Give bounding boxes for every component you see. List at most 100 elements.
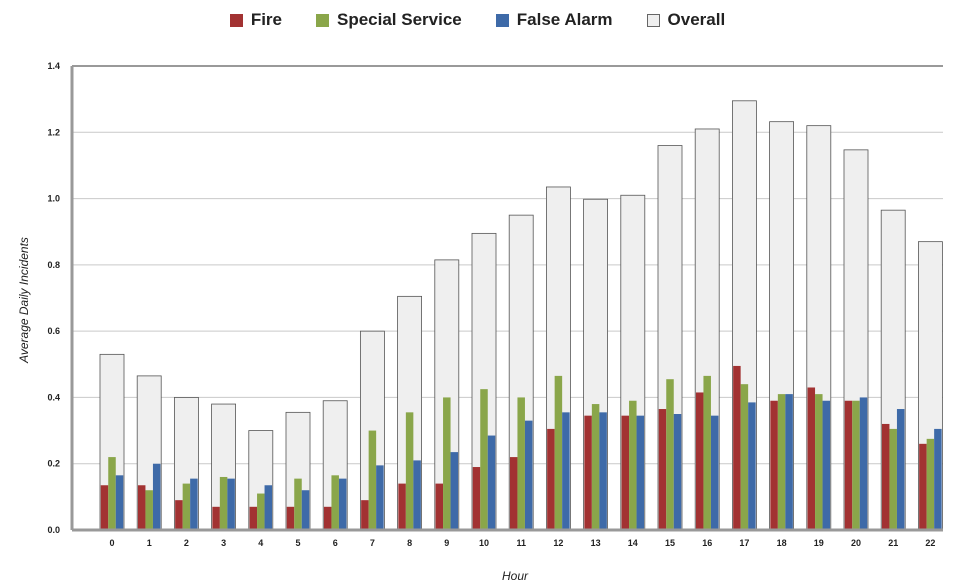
bar-false-alarm (264, 485, 273, 530)
y-tick-label: 1.2 (47, 127, 60, 137)
bar-false-alarm (859, 397, 868, 530)
x-tick-label: 15 (665, 538, 675, 548)
x-tick-label: 7 (370, 538, 375, 548)
y-tick-label: 0.6 (47, 326, 60, 336)
x-tick-label: 20 (851, 538, 861, 548)
bar-false-alarm (710, 415, 719, 530)
x-tick-label: 22 (925, 538, 935, 548)
x-tick-label: 8 (407, 538, 412, 548)
y-tick-label: 0.2 (47, 459, 60, 469)
bar-false-alarm (413, 460, 421, 530)
bar-false-alarm (896, 409, 905, 530)
bar-false-alarm (190, 478, 198, 530)
bar-fire (100, 485, 109, 530)
bar-fire (435, 483, 444, 530)
bar-special-service (108, 457, 116, 530)
bar-special-service (777, 394, 786, 530)
bar-fire (919, 443, 927, 530)
x-tick-label: 4 (258, 538, 263, 548)
bar-fire (137, 485, 146, 530)
x-tick-label: 2 (184, 538, 189, 548)
bar-special-service (517, 397, 525, 530)
legend: Fire Special Service False Alarm Overall (0, 7, 955, 33)
bar-false-alarm (227, 478, 235, 530)
bar-fire (547, 428, 555, 530)
bar-special-service (740, 384, 749, 530)
legend-label-false-alarm: False Alarm (516, 10, 613, 29)
bar-fire (323, 506, 332, 530)
x-tick-label: 13 (591, 538, 601, 548)
x-axis-title: Hour (502, 569, 529, 583)
legend-item-fire: Fire (229, 10, 282, 30)
legend-item-overall: Overall (646, 10, 725, 30)
x-tick-label: 0 (109, 538, 114, 548)
bar-fire (621, 415, 630, 530)
x-tick-label: 9 (444, 538, 449, 548)
legend-swatch-overall (646, 13, 660, 27)
bar-special-service (294, 478, 302, 530)
x-tick-label: 19 (814, 538, 824, 548)
bar-special-service (331, 475, 339, 530)
x-tick-label: 3 (221, 538, 226, 548)
bar-fire (584, 415, 592, 530)
bar-false-alarm (599, 412, 607, 530)
y-tick-label: 1.0 (47, 194, 60, 204)
bar-fire (509, 457, 518, 530)
bar-false-alarm (450, 452, 459, 530)
legend-item-false-alarm: False Alarm (495, 10, 613, 30)
y-tick-label: 0.0 (47, 525, 60, 535)
bar-fire (286, 506, 295, 530)
bar-special-service (629, 400, 637, 530)
x-tick-label: 18 (777, 538, 787, 548)
bar-special-service (182, 483, 191, 530)
bar-fire (212, 506, 220, 530)
y-tick-label: 0.4 (47, 392, 60, 402)
x-tick-label: 16 (702, 538, 712, 548)
x-tick-label: 12 (553, 538, 563, 548)
bar-fire (881, 423, 890, 530)
bar-false-alarm (487, 435, 496, 530)
x-tick-label: 1 (147, 538, 152, 548)
bar-fire (472, 467, 481, 530)
bar-false-alarm (301, 490, 310, 530)
x-tick-label: 5 (295, 538, 300, 548)
bar-false-alarm (562, 412, 570, 530)
bar-special-service (554, 375, 563, 530)
x-tick-label: 17 (739, 538, 749, 548)
bar-special-service (219, 476, 228, 530)
bar-special-service (666, 379, 674, 530)
x-tick-label: 10 (479, 538, 489, 548)
bar-fire (175, 500, 183, 530)
y-tick-label: 0.8 (47, 260, 60, 270)
bar-fire (695, 392, 704, 530)
bar-fire (807, 387, 816, 530)
legend-swatch-fire (229, 13, 243, 27)
legend-label-special-service: Special Service (337, 10, 462, 29)
bar-special-service (703, 375, 711, 530)
bar-false-alarm (115, 475, 124, 530)
axes (70, 65, 943, 532)
bar-false-alarm (338, 478, 347, 530)
bar-special-service (926, 438, 935, 530)
bar-false-alarm (673, 414, 682, 530)
legend-item-special-service: Special Service (316, 10, 462, 30)
bar-fire (361, 500, 369, 530)
bar-false-alarm (785, 394, 793, 530)
bar-special-service (443, 397, 451, 530)
bar-false-alarm (152, 463, 161, 530)
bar-false-alarm (376, 465, 384, 530)
x-tick-label: 6 (333, 538, 338, 548)
bar-special-service (405, 412, 414, 530)
bar-false-alarm (636, 415, 645, 530)
bar-special-service (852, 400, 860, 530)
y-tick-label: 1.4 (47, 61, 60, 71)
bar-special-service (889, 428, 897, 530)
bar-false-alarm (524, 420, 533, 530)
bar-false-alarm (748, 402, 756, 530)
bar-false-alarm (934, 428, 942, 530)
legend-swatch-special-service (316, 13, 329, 27)
bar-fire (249, 506, 258, 530)
bar-special-service (480, 389, 488, 530)
legend-swatch-false-alarm (495, 13, 509, 27)
